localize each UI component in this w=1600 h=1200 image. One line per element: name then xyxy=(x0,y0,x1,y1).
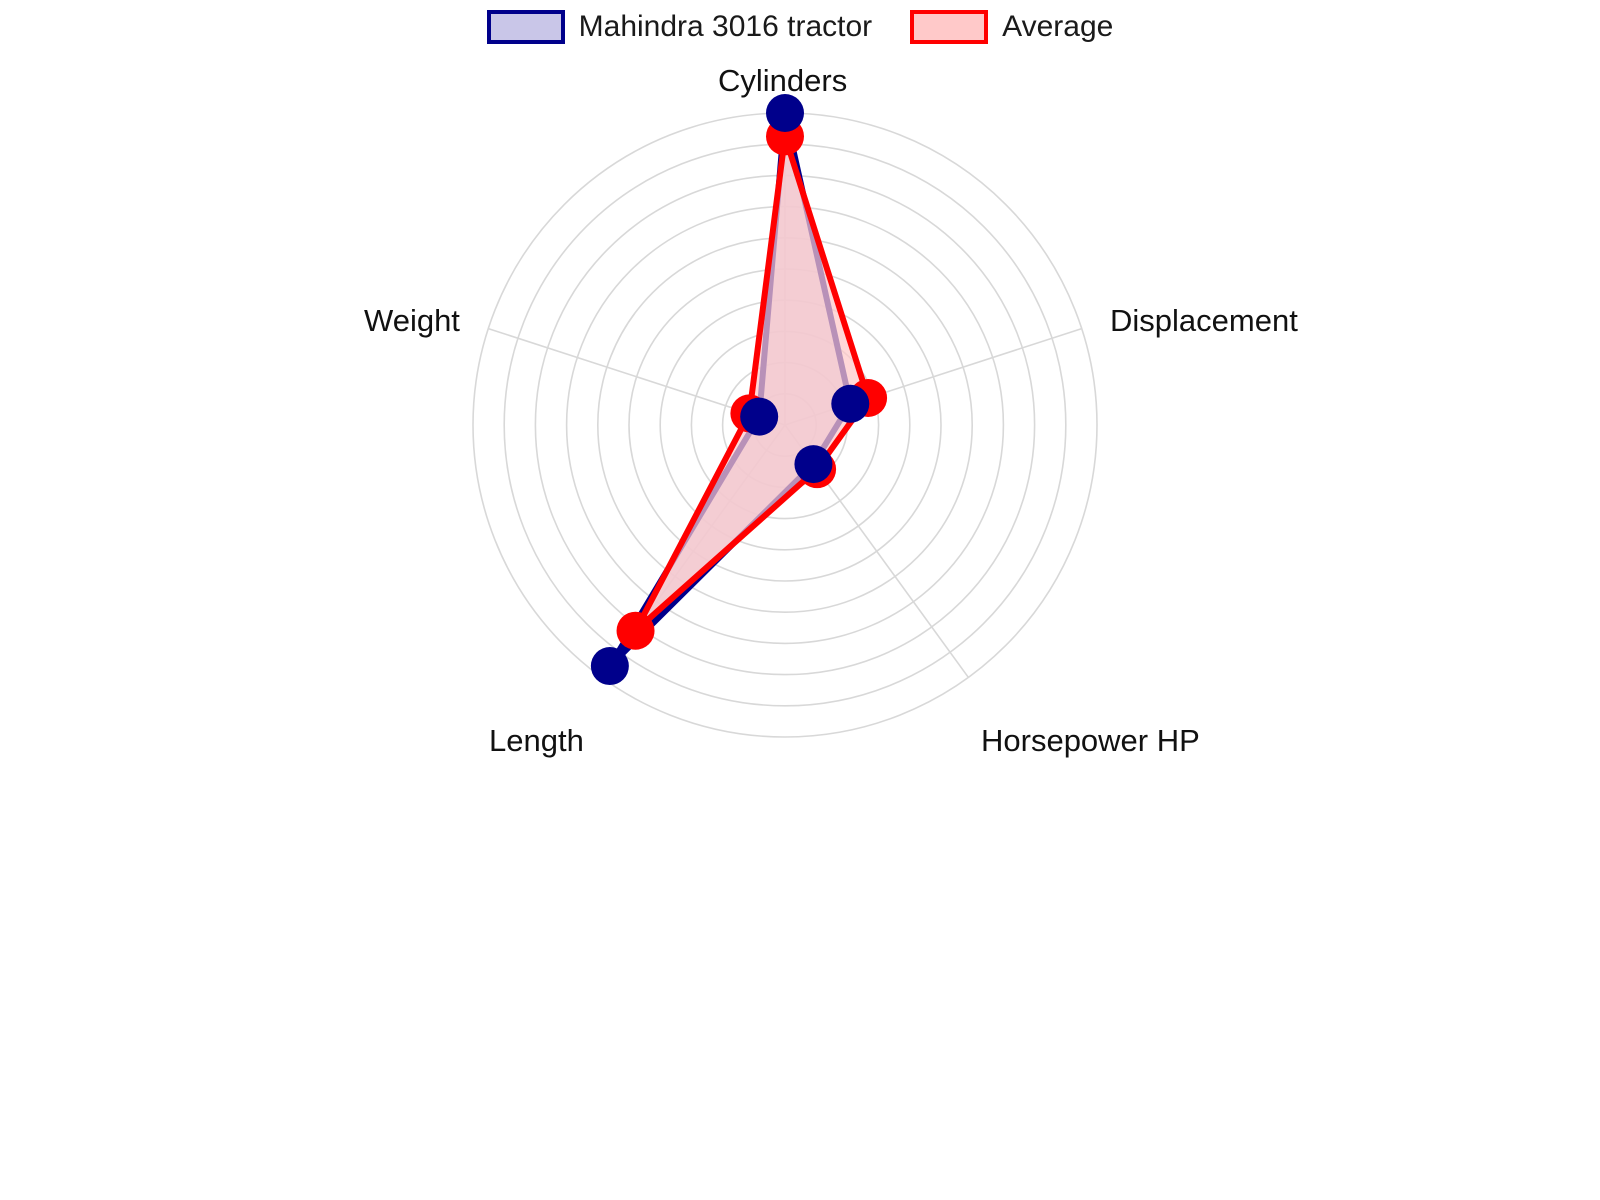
legend-entry-primary[interactable]: Mahindra 3016 tractor xyxy=(486,10,873,44)
data-point-marker[interactable] xyxy=(740,397,779,436)
axis-label-weight: Weight xyxy=(364,303,460,338)
axis-label-cylinders: Cylinders xyxy=(718,63,848,98)
data-point-marker[interactable] xyxy=(766,94,804,132)
radar-series-average xyxy=(632,133,872,634)
legend-entry-average[interactable]: Average xyxy=(910,10,1113,44)
legend-label-primary: Mahindra 3016 tractor xyxy=(578,10,873,43)
data-point-marker[interactable] xyxy=(616,611,655,650)
radar-markers-layer xyxy=(590,94,888,686)
data-point-marker[interactable] xyxy=(590,647,629,686)
axis-label-length: Length xyxy=(489,723,584,758)
legend-swatch-primary xyxy=(486,10,565,44)
data-point-marker[interactable] xyxy=(794,445,833,484)
data-point-marker[interactable] xyxy=(831,384,870,423)
legend-label-average: Average xyxy=(1002,10,1114,43)
axis-label-displacement: Displacement xyxy=(1110,303,1298,338)
radar-series-layer xyxy=(606,110,872,670)
axis-label-horsepower: Horsepower HP xyxy=(981,723,1200,758)
legend-swatch-average xyxy=(910,10,989,44)
chart-legend: Mahindra 3016 tractor Average xyxy=(0,10,1600,44)
